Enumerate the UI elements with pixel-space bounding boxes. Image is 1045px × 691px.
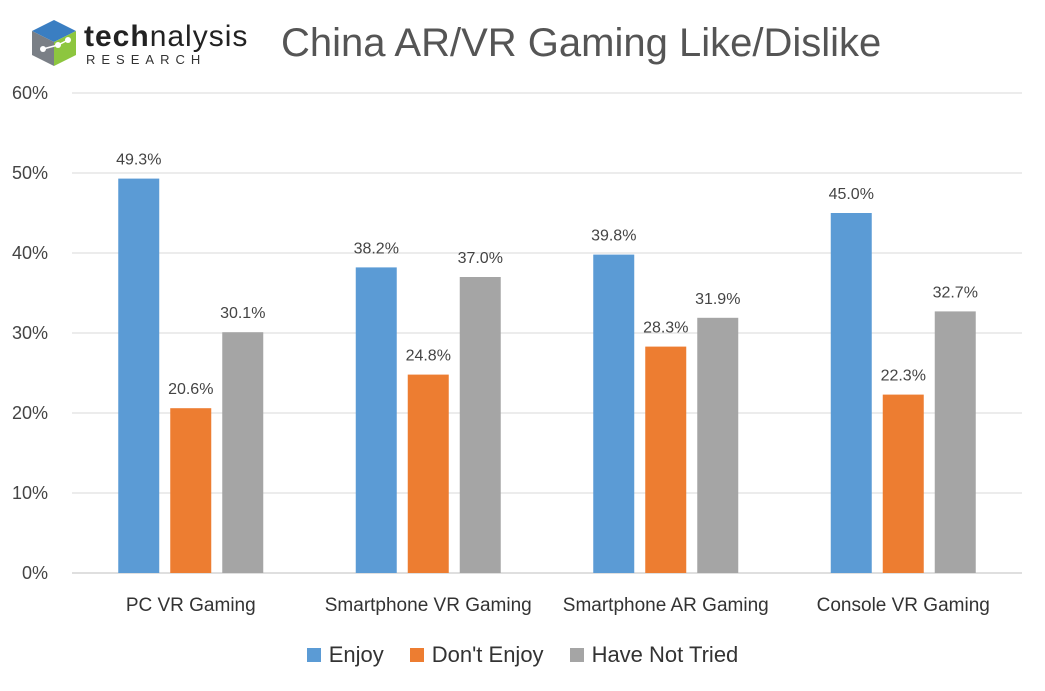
data-label: 38.2% [354, 240, 399, 257]
bar [459, 277, 501, 573]
legend-item: Enjoy [306, 642, 384, 668]
legend-item: Have Not Tried [569, 642, 739, 668]
bar [407, 374, 449, 573]
category-labels: PC VR Gaming Smartphone VR Gaming Smartpho… [126, 595, 990, 616]
category-label: Smartphone AR Gaming [563, 595, 769, 616]
y-tick-label: 50% [12, 163, 48, 183]
data-label: 37.0% [458, 250, 503, 267]
legend-item: Don't Enjoy [409, 642, 544, 668]
data-label: 49.3% [116, 152, 161, 169]
y-tick-label: 20% [12, 403, 48, 423]
legend-label: Enjoy [328, 642, 384, 667]
cube-logo-icon [32, 20, 76, 66]
bar [882, 394, 924, 573]
logo-word-light: nalysis [149, 20, 249, 53]
data-label: 24.8% [406, 348, 451, 365]
bar [830, 213, 872, 573]
chart-title: China AR/VR Gaming Like/Dislike [281, 21, 882, 65]
data-label: 20.6% [168, 381, 213, 398]
data-label: 28.3% [643, 320, 688, 337]
legend-label: Have Not Tried [591, 642, 739, 667]
legend-swatch [409, 648, 424, 662]
logo: technalysis RESEARCH [28, 18, 268, 68]
gridlines [72, 92, 1022, 574]
data-label: 39.8% [591, 228, 636, 245]
legend-swatch [306, 648, 321, 662]
bars [118, 178, 976, 573]
bar [593, 254, 635, 573]
bar [934, 311, 976, 573]
bar [697, 317, 739, 573]
bar [222, 332, 264, 573]
bar [118, 178, 160, 573]
data-label: 31.9% [695, 291, 740, 308]
data-labels: 49.3% 20.6% 30.1% 38.2% 24.8% 37.0% 39.8% 28.3%… [116, 152, 978, 399]
y-tick-label: 30% [12, 323, 48, 343]
category-label: Smartphone VR Gaming [325, 595, 532, 616]
bar [645, 346, 687, 573]
data-label: 30.1% [220, 305, 265, 322]
legend-label: Don't Enjoy [431, 642, 544, 667]
y-tick-label: 10% [12, 483, 48, 503]
y-tick-label: 0% [22, 563, 48, 583]
data-label: 22.3% [881, 368, 926, 385]
bar [170, 408, 212, 573]
y-tick-label: 60% [12, 83, 48, 103]
logo-wordmark: technalysis [84, 22, 248, 52]
legend: Enjoy Don't Enjoy Have Not Tried [0, 640, 1045, 670]
data-label: 32.7% [933, 284, 978, 301]
bar [355, 267, 397, 573]
y-tick-label: 40% [12, 243, 48, 263]
bar-chart: 0% 10% 20% 30% 40% 50% 60% 49.3% 20.6% 30.1% 38.2… [12, 83, 1022, 616]
category-label: PC VR Gaming [126, 595, 256, 616]
header: technalysis RESEARCH China AR/VR Gaming … [0, 0, 1045, 80]
data-label: 45.0% [829, 186, 874, 203]
logo-subtitle: RESEARCH [86, 52, 207, 67]
legend-swatch [569, 648, 584, 662]
category-label: Console VR Gaming [817, 595, 990, 616]
logo-word-bold: tech [84, 20, 150, 53]
y-axis-ticks: 0% 10% 20% 30% 40% 50% 60% [12, 83, 48, 583]
